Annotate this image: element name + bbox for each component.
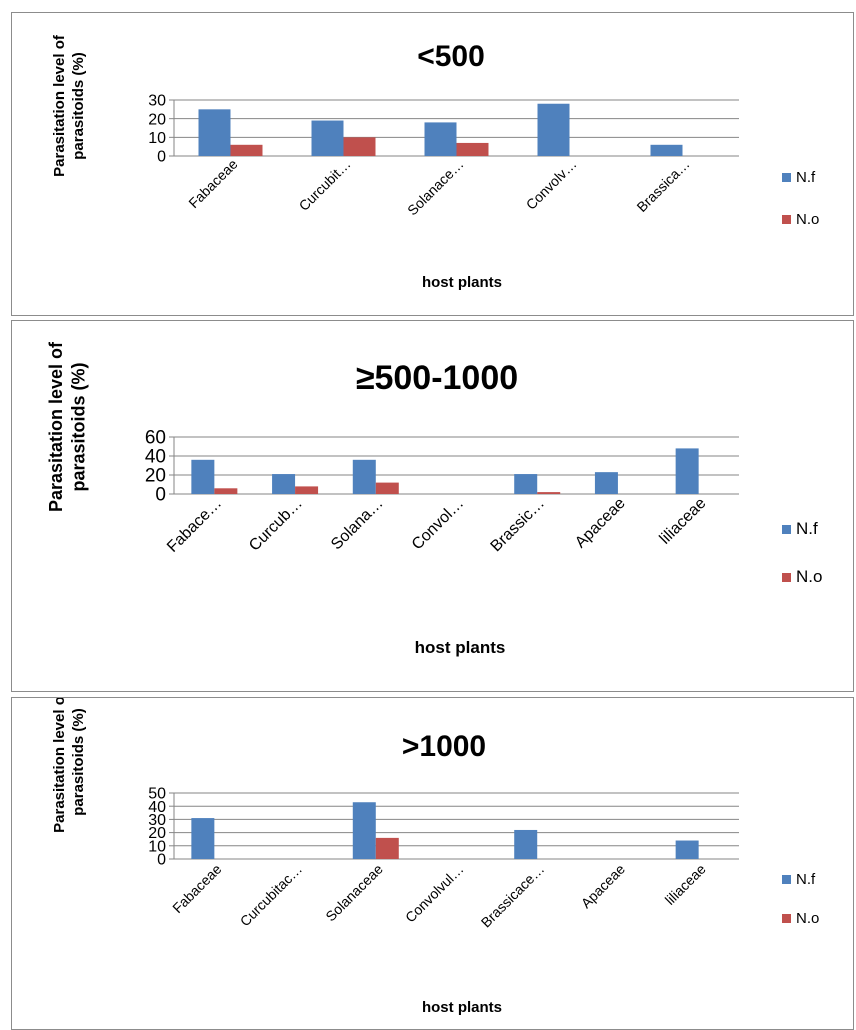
legend-swatch-nf (782, 875, 791, 884)
bar-no (456, 142, 489, 156)
bar-nf (675, 840, 699, 859)
y-axis-label: Parasitation level of parasitoids (%) (46, 341, 89, 512)
category-label: Convolvul… (402, 861, 467, 926)
legend-label: N.o (796, 211, 819, 228)
y-tick-label: 40 (148, 799, 166, 816)
legend-label: N.f (796, 169, 816, 186)
bar-nf (352, 459, 376, 494)
chart-panel-over-1000: >1000 Parasitation level of parasitoids (%… (11, 697, 854, 1030)
y-tick-label: 0 (157, 149, 166, 166)
y-axis-label: Parasitation level of parasitoids (%) (51, 34, 87, 177)
category-label: Fabace… (164, 495, 225, 556)
category-label: Curcub… (246, 495, 306, 555)
bar-nf (424, 122, 457, 156)
bar-nf (311, 120, 344, 156)
bar-no (230, 144, 263, 156)
y-tick-label: 20 (145, 466, 166, 487)
bar-nf (272, 474, 296, 494)
y-tick-label: 40 (145, 447, 166, 468)
chart-panel-500-1000: ≥500-1000 Parasitation level of parasitoid… (11, 320, 854, 692)
category-label: Fabaceae (169, 861, 224, 916)
bar-no (375, 837, 399, 859)
bar-nf (594, 472, 618, 494)
y-tick-label: 30 (148, 812, 166, 829)
category-label: Fabaceae (185, 156, 240, 211)
bar-nf (191, 818, 215, 859)
y-tick-label: 50 (148, 786, 166, 803)
category-label: Brassica… (633, 156, 692, 215)
category-label: Curcubit… (296, 156, 354, 214)
category-label: Brassicace… (478, 861, 548, 931)
chart-title: >1000 (402, 730, 486, 763)
x-axis-label: host plants (422, 274, 502, 291)
category-label: liliaceae (657, 495, 710, 548)
chart-panel-under-500: <500 Parasitation level of parasitoids (%)… (11, 12, 854, 316)
legend-label: N.o (796, 567, 822, 586)
bar-no (214, 488, 238, 494)
legend-label: N.f (796, 871, 816, 888)
category-label: Convol… (409, 495, 468, 554)
chart-500-1000: ≥500-1000 Parasitation level of parasitoid… (46, 341, 822, 657)
category-label: liliaceae (662, 861, 709, 908)
y-tick-label: 20 (148, 111, 166, 128)
legend-swatch-no (782, 573, 791, 582)
bar-no (375, 482, 399, 494)
category-label: Curcubitac… (237, 861, 306, 930)
bar-no (295, 486, 319, 494)
bar-nf (650, 144, 683, 156)
category-label: Apaceae (572, 495, 629, 552)
y-tick-label: 0 (155, 485, 166, 506)
y-tick-label: 10 (148, 130, 166, 147)
legend-label: N.o (796, 910, 819, 927)
legend-swatch-no (782, 914, 791, 923)
bar-nf (514, 829, 538, 859)
y-tick-label: 60 (145, 428, 166, 449)
chart-under-500: <500 Parasitation level of parasitoids (%)… (51, 34, 819, 291)
legend-swatch-no (782, 215, 791, 224)
y-tick-label: 10 (148, 838, 166, 855)
x-axis-label: host plants (415, 638, 506, 657)
x-axis-label: host plants (422, 999, 502, 1016)
category-label: Solana… (328, 495, 387, 554)
y-axis-label: Parasitation level of parasitoids (%) (51, 698, 87, 833)
legend-swatch-nf (782, 525, 791, 534)
y-tick-label: 30 (148, 93, 166, 110)
chart-title: <500 (417, 40, 485, 73)
y-tick-label: 20 (148, 825, 166, 842)
category-label: Solanaceae (322, 861, 386, 925)
bar-nf (514, 474, 538, 494)
category-label: Solanace… (404, 156, 467, 219)
bar-no (343, 137, 376, 156)
category-label: Brassic… (488, 495, 548, 555)
category-label: Apaceae (578, 861, 629, 912)
legend-label: N.f (796, 519, 818, 538)
legend-swatch-nf (782, 173, 791, 182)
chart-over-1000: >1000 Parasitation level of parasitoids (%… (51, 698, 819, 1016)
category-label: Convolv… (523, 156, 580, 213)
y-tick-label: 0 (157, 852, 166, 869)
bar-nf (675, 448, 699, 494)
bar-nf (352, 802, 376, 859)
chart-title: ≥500-1000 (356, 359, 518, 397)
bar-no (537, 492, 561, 494)
bar-nf (198, 109, 231, 156)
bar-nf (537, 103, 570, 156)
bar-nf (191, 459, 215, 494)
